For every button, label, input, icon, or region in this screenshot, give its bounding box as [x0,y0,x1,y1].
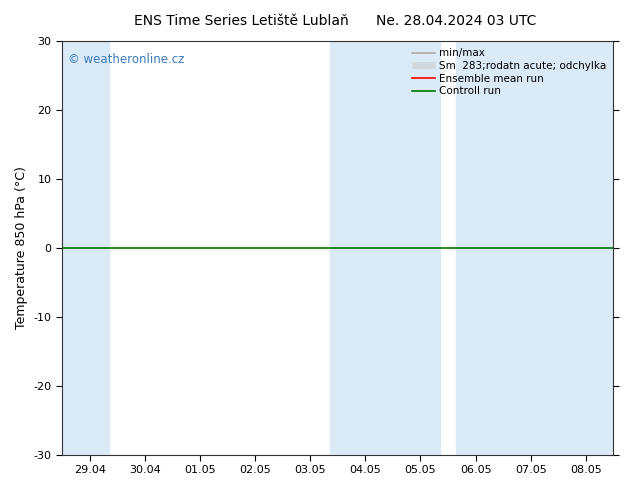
Text: © weatheronline.cz: © weatheronline.cz [68,53,184,67]
Text: Ne. 28.04.2024 03 UTC: Ne. 28.04.2024 03 UTC [377,14,536,28]
Bar [330,41,440,455]
Bar [456,41,614,455]
Legend: min/max, Sm  283;rodatn acute; odchylka, Ensemble mean run, Controll run: min/max, Sm 283;rodatn acute; odchylka, … [410,46,608,98]
Text: ENS Time Series Letiště Lublaň: ENS Time Series Letiště Lublaň [134,14,348,28]
Y-axis label: Temperature 850 hPa (°C): Temperature 850 hPa (°C) [15,167,28,329]
Bar [62,41,109,455]
